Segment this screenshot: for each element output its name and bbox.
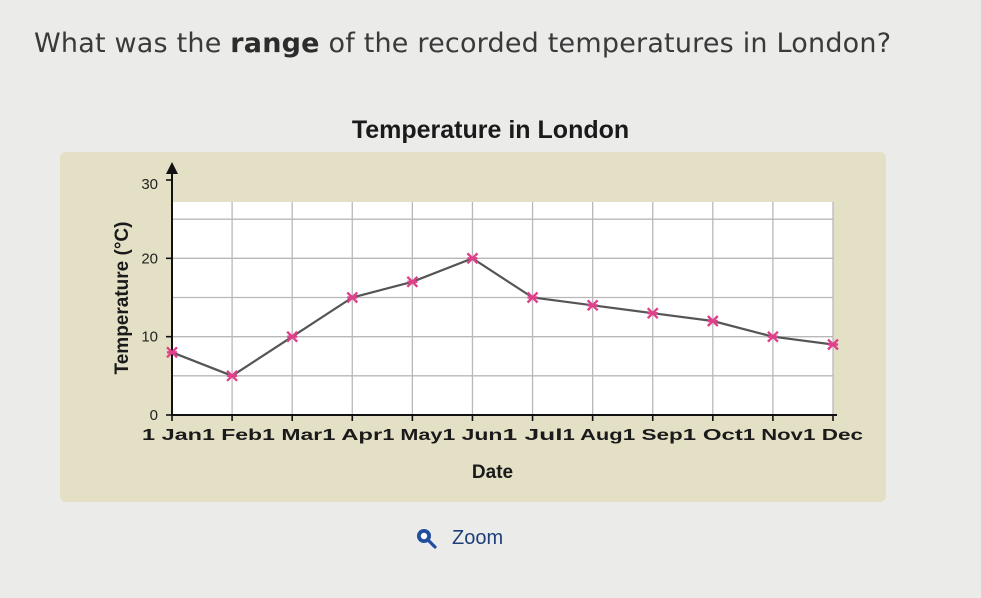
x-tick-label: 1 Jul <box>503 427 563 444</box>
data-point-marker <box>286 330 299 343</box>
data-point-marker <box>767 330 779 343</box>
plot-area <box>172 202 833 415</box>
data-point-marker <box>466 252 479 265</box>
x-tick-label: 1 Jun <box>442 427 502 444</box>
x-tick-label: 1 Dec <box>803 427 863 444</box>
x-tick-label: 1 Nov <box>743 427 803 444</box>
data-point-marker <box>586 299 599 312</box>
y-tick-label: 0 <box>150 407 158 424</box>
y-tick-label: 30 <box>141 176 158 193</box>
series-line <box>171 257 834 378</box>
x-tick-label: 1 Sep <box>623 427 683 444</box>
chart-title: Temperature in London <box>351 116 630 144</box>
data-point-marker <box>646 307 659 320</box>
y-tick-label: 10 <box>141 329 158 346</box>
y-tick-label: 20 <box>141 250 158 267</box>
zoom-label: Zoom <box>452 526 504 549</box>
data-point-marker <box>827 338 839 351</box>
question-text: What was the range of the recorded tempe… <box>34 28 891 59</box>
question-suffix: of the recorded temperatures in London? <box>319 28 892 59</box>
question-keyword: range <box>230 28 320 59</box>
x-tick-label: 1 Oct <box>683 427 744 444</box>
data-point-marker <box>346 291 359 304</box>
question-prefix: What was the <box>34 28 231 59</box>
data-point-marker <box>226 369 238 382</box>
zoom-button[interactable]: Zoom <box>414 526 503 550</box>
data-point-marker <box>706 315 719 327</box>
x-axis-label: Date <box>472 462 513 483</box>
x-tick-label: 1 Mar <box>262 427 322 444</box>
magnifier-icon <box>417 529 437 549</box>
y-axis-arrow <box>166 162 178 174</box>
data-point-marker <box>406 275 419 288</box>
x-tick-label: 1 Aug <box>563 427 623 444</box>
data-point-marker <box>526 291 539 304</box>
y-axis-label: Temperature (°C) <box>112 222 133 375</box>
x-tick-label: 1 Apr <box>322 427 382 444</box>
x-tick-label: 1 May <box>382 427 442 444</box>
x-tick-label: 1 Jan <box>142 427 202 444</box>
data-point-marker <box>166 346 178 359</box>
x-tick-label: 1 Feb <box>202 427 262 444</box>
